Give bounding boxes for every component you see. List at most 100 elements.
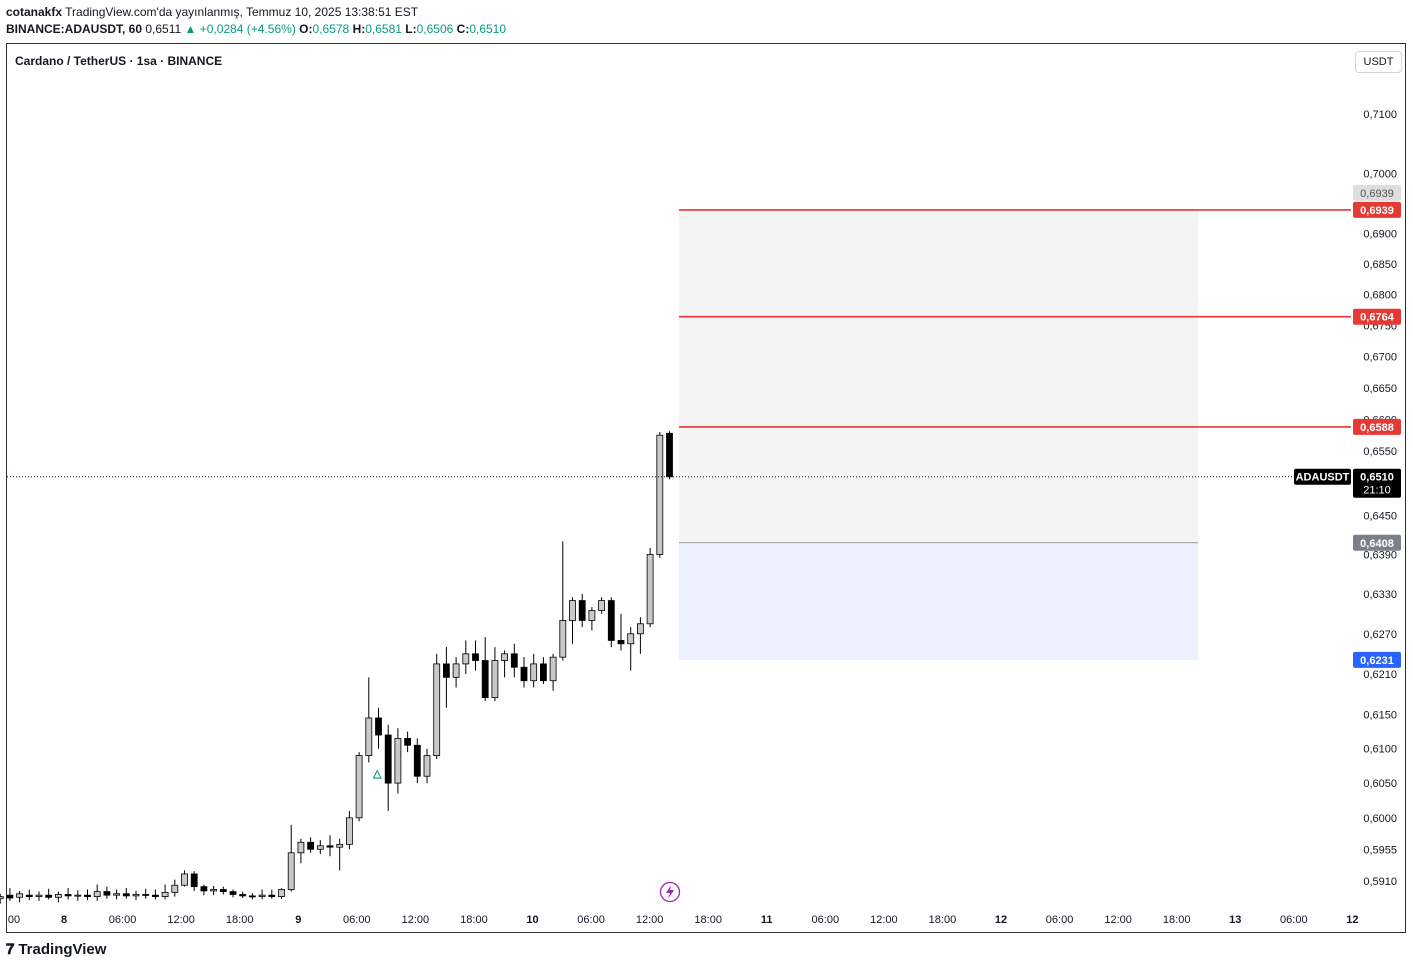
x-tick-label: 18:00 bbox=[1163, 914, 1191, 926]
y-tick-label: 0,5910 bbox=[1363, 876, 1397, 888]
candle bbox=[365, 717, 373, 756]
candle bbox=[287, 852, 295, 890]
y-tick-label: 0,6000 bbox=[1363, 813, 1397, 825]
candle bbox=[501, 653, 509, 661]
x-tick-label: 10 bbox=[526, 914, 538, 926]
candle bbox=[35, 894, 43, 897]
candle bbox=[210, 889, 218, 892]
candle bbox=[171, 884, 179, 893]
ohlc-line: BINANCE:ADAUSDT, 60 0,6511 ▲ +0,0284 (+4… bbox=[6, 22, 506, 36]
candle bbox=[540, 663, 547, 682]
x-tick-label: 12:00 bbox=[1104, 914, 1132, 926]
x-tick-label: 18:00 bbox=[929, 914, 957, 926]
stop-zone bbox=[679, 542, 1198, 660]
level-price-tag bbox=[1353, 418, 1401, 435]
candle bbox=[481, 660, 489, 699]
candle bbox=[248, 895, 256, 898]
profit-zone bbox=[679, 209, 1198, 543]
x-tick-label: 00 bbox=[8, 914, 20, 926]
candle bbox=[375, 717, 382, 736]
candle bbox=[569, 600, 576, 621]
author-name[interactable]: cotanakfx bbox=[6, 5, 63, 19]
currency-button[interactable]: USDT bbox=[1355, 51, 1402, 73]
candle bbox=[151, 894, 159, 897]
faded-price-label: 0,6939 bbox=[1360, 188, 1394, 200]
y-tick-label: 0,7100 bbox=[1363, 109, 1397, 121]
y-tick-label: 0,7000 bbox=[1363, 168, 1397, 180]
candle bbox=[103, 891, 111, 896]
candle bbox=[472, 653, 479, 661]
x-tick-label: 12:00 bbox=[167, 914, 195, 926]
candle bbox=[627, 633, 635, 645]
y-tick-label: 0,6450 bbox=[1363, 510, 1397, 522]
candle bbox=[84, 894, 91, 897]
up-arrow-icon: ▲ bbox=[184, 22, 197, 36]
candle bbox=[25, 894, 33, 897]
x-tick-label: 12 bbox=[995, 914, 1007, 926]
candle bbox=[181, 873, 188, 886]
candle bbox=[142, 894, 150, 896]
candle bbox=[307, 841, 315, 850]
candle bbox=[394, 738, 402, 784]
candle bbox=[239, 894, 247, 897]
candle bbox=[637, 623, 644, 635]
countdown-label: 21:10 bbox=[1363, 485, 1391, 497]
candle bbox=[297, 841, 305, 854]
candle bbox=[45, 894, 53, 898]
y-tick-label: 0,6270 bbox=[1363, 629, 1397, 641]
high-value: 0,6581 bbox=[365, 22, 402, 36]
y-tick-label: 0,6210 bbox=[1363, 669, 1397, 681]
y-tick-label: 0,6700 bbox=[1363, 351, 1397, 363]
low-value: 0,6506 bbox=[416, 22, 454, 36]
level-price-label: 0,6588 bbox=[1360, 422, 1394, 434]
candle bbox=[462, 653, 470, 665]
candle bbox=[530, 663, 538, 682]
candle bbox=[559, 620, 567, 658]
candle bbox=[442, 663, 450, 678]
x-tick-label: 06:00 bbox=[577, 914, 605, 926]
level-price-label: 0,6939 bbox=[1360, 205, 1394, 217]
candle bbox=[510, 653, 518, 668]
chart-frame[interactable] bbox=[6, 43, 1406, 933]
faded-price-tag bbox=[1353, 184, 1401, 201]
tradingview-logo[interactable]: 𝟕 TradingView bbox=[6, 941, 106, 958]
symbol-tag-label: ADAUSDT bbox=[1296, 472, 1350, 484]
candle bbox=[200, 886, 208, 892]
y-tick-label: 0,5955 bbox=[1363, 844, 1397, 856]
candle bbox=[0, 896, 4, 900]
level-price-label: 0,6231 bbox=[1360, 655, 1394, 667]
candle bbox=[326, 845, 334, 848]
candle bbox=[355, 755, 363, 819]
y-tick-label: 0,6050 bbox=[1363, 778, 1397, 790]
close-label: C: bbox=[456, 22, 470, 36]
level-price-tag bbox=[1353, 201, 1401, 218]
candle bbox=[588, 610, 596, 621]
x-tick-label: 06:00 bbox=[343, 914, 371, 926]
last-price: 0,6511 bbox=[145, 22, 182, 36]
candle bbox=[16, 893, 24, 898]
candle bbox=[74, 894, 82, 897]
symbol-tag bbox=[1294, 468, 1351, 485]
y-tick-label: 0,6330 bbox=[1363, 589, 1397, 601]
level-price-label: 0,6408 bbox=[1360, 538, 1394, 550]
y-tick-label: 0,6390 bbox=[1363, 550, 1397, 562]
x-tick-label: 06:00 bbox=[812, 914, 840, 926]
y-tick-label: 0,6100 bbox=[1363, 744, 1397, 756]
candle bbox=[113, 893, 120, 896]
current-price-tag bbox=[1353, 468, 1401, 498]
candle bbox=[55, 894, 62, 898]
x-tick-label: 12:00 bbox=[636, 914, 664, 926]
candle bbox=[413, 744, 421, 777]
x-tick-label: 18:00 bbox=[694, 914, 722, 926]
x-tick-label: 9 bbox=[295, 914, 301, 926]
open-label: O: bbox=[299, 22, 313, 36]
candle bbox=[122, 893, 130, 897]
candle bbox=[646, 554, 654, 625]
current-price-label: 0,6510 bbox=[1360, 472, 1394, 484]
candle bbox=[607, 600, 615, 641]
x-tick-label: 06:00 bbox=[1280, 914, 1308, 926]
candle bbox=[384, 734, 392, 784]
candle bbox=[404, 738, 412, 746]
chart-legend-title: Cardano / TetherUS · 1sa · BINANCE bbox=[15, 54, 223, 68]
